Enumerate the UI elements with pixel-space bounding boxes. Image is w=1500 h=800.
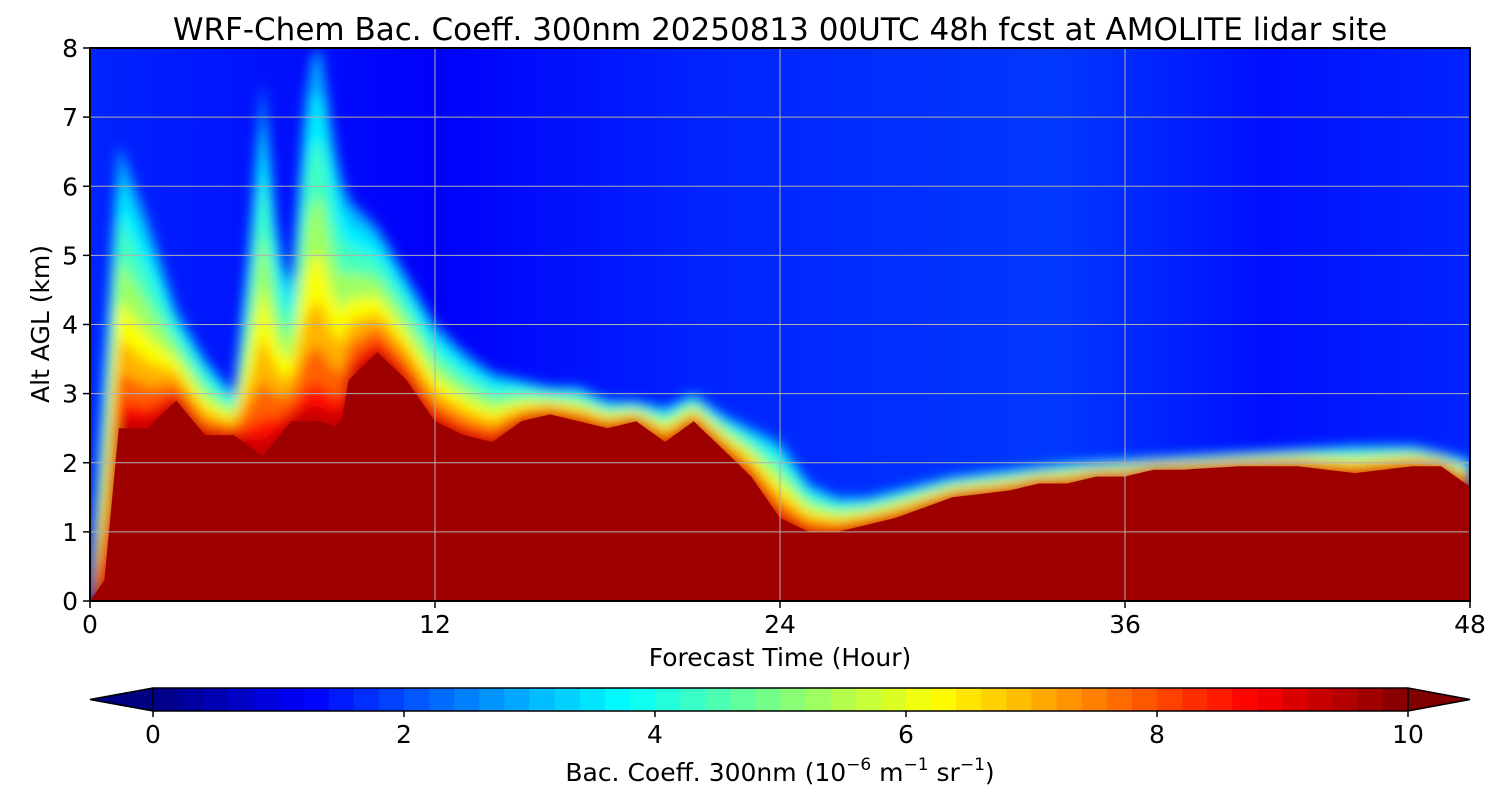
colorbar-label-exp2: −1 [904, 755, 929, 775]
y-axis-ticks: 0 1 2 3 4 5 6 7 8 [62, 34, 90, 616]
x-axis-label: Forecast Time (Hour) [649, 643, 912, 672]
colorbar-segment [1081, 688, 1108, 711]
colorbar-segment [1382, 688, 1409, 711]
colorbar-segment [855, 688, 882, 711]
x-tick-label: 12 [419, 610, 451, 639]
colorbar-label-end: ) [985, 758, 995, 787]
colorbar-segment [1006, 688, 1033, 711]
colorbar-label-tail: sr [929, 758, 961, 787]
colorbar-tick-label: 6 [898, 720, 914, 749]
colorbar-segment [830, 688, 857, 711]
colorbar-segment [1282, 688, 1309, 711]
colorbar-segment [780, 688, 807, 711]
colorbar-segment [429, 688, 455, 711]
y-tick-label: 5 [62, 241, 78, 270]
y-tick-label: 7 [62, 103, 78, 132]
y-tick-label: 2 [62, 449, 78, 478]
colorbar-segment [1207, 688, 1233, 711]
colorbar-tick-label: 10 [1392, 720, 1424, 749]
colorbar-segment [1182, 688, 1208, 711]
colorbar-label-exp3: −1 [960, 755, 985, 775]
colorbar-segment [579, 688, 606, 711]
colorbar-label-main: Bac. Coeff. 300nm (10 [565, 758, 846, 787]
colorbar-extend-max [1407, 687, 1471, 712]
chart-title: WRF-Chem Bac. Coeff. 300nm 20250813 00UT… [173, 12, 1387, 48]
colorbar: 0 2 4 6 8 10 [89, 687, 1471, 749]
colorbar-segment [228, 688, 254, 711]
colorbar-segment [680, 688, 706, 711]
colorbar-label-mid: m [871, 758, 903, 787]
colorbar-segment [880, 688, 907, 711]
colorbar-segment [1307, 688, 1334, 711]
colorbar-segment [604, 688, 631, 711]
plot-area [89, 47, 1471, 602]
colorbar-segment [529, 688, 556, 711]
colorbar-segment [353, 688, 380, 711]
colorbar-segment [906, 688, 932, 711]
colorbar-segment [956, 688, 982, 711]
y-tick-label: 8 [62, 34, 78, 63]
colorbar-segment [1106, 688, 1133, 711]
colorbar-segment [805, 688, 832, 711]
y-tick-label: 4 [62, 311, 78, 340]
colorbar-segment [404, 688, 430, 711]
y-axis-label: Alt AGL (km) [26, 245, 55, 403]
colorbar-extend-min [89, 687, 154, 712]
y-tick-label: 0 [62, 587, 78, 616]
colorbar-segment [1031, 688, 1058, 711]
colorbar-segment [278, 688, 305, 711]
y-tick-label: 3 [62, 380, 78, 409]
colorbar-segment [655, 688, 681, 711]
colorbar-segment [705, 688, 731, 711]
colorbar-segment [178, 688, 204, 711]
x-tick-label: 48 [1454, 610, 1486, 639]
colorbar-segment [1131, 688, 1158, 711]
colorbar-segment [1056, 688, 1083, 711]
colorbar-segment [153, 688, 179, 711]
colorbar-segment [479, 688, 505, 711]
colorbar-segment [554, 688, 581, 711]
colorbar-segment [303, 688, 330, 711]
colorbar-segment [1157, 688, 1183, 711]
colorbar-segment [931, 688, 957, 711]
colorbar-segment [1332, 688, 1359, 711]
x-tick-label: 36 [1109, 610, 1141, 639]
colorbar-segment [328, 688, 355, 711]
colorbar-segment [454, 688, 480, 711]
colorbar-segment [730, 688, 756, 711]
colorbar-segment [1257, 688, 1284, 711]
colorbar-tick-label: 8 [1149, 720, 1165, 749]
colorbar-tick-label: 2 [396, 720, 412, 749]
colorbar-tick-label: 0 [145, 720, 161, 749]
y-tick-label: 1 [62, 518, 78, 547]
x-tick-label: 0 [82, 610, 98, 639]
colorbar-segment [629, 688, 656, 711]
x-axis-ticks: 0 12 24 36 48 [82, 601, 1486, 639]
colorbar-segment [253, 688, 280, 711]
colorbar-label: Bac. Coeff. 300nm (10−6 m−1 sr−1) [565, 755, 994, 787]
colorbar-segment [203, 688, 229, 711]
colorbar-segment [755, 688, 782, 711]
colorbar-segment [378, 688, 405, 711]
colorbar-segment [981, 688, 1007, 711]
colorbar-segment [504, 688, 531, 711]
colorbar-segment [1232, 688, 1258, 711]
y-tick-label: 6 [62, 172, 78, 201]
colorbar-tick-label: 4 [647, 720, 663, 749]
colorbar-label-exp1: −6 [846, 755, 871, 775]
colorbar-segment [1357, 688, 1384, 711]
x-tick-label: 24 [764, 610, 796, 639]
